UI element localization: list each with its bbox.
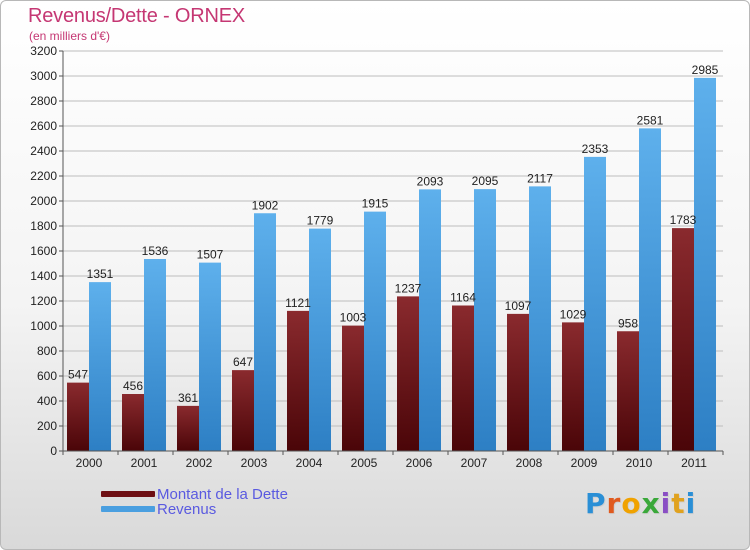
- x-tick-label: 2000: [76, 456, 103, 470]
- value-label-revenus-2011: 2985: [692, 63, 719, 77]
- y-tick-label: 2600: [30, 119, 57, 133]
- y-tick-label: 1000: [30, 319, 57, 333]
- legend-swatch-revenus: [101, 506, 155, 512]
- value-label-dette-2002: 361: [178, 391, 198, 405]
- value-label-revenus-2005: 1915: [362, 197, 389, 211]
- value-label-revenus-2003: 1902: [252, 198, 279, 212]
- bar-dette-2002: [177, 405, 199, 451]
- bar-revenus-2001: [144, 259, 166, 451]
- proxiti-logo: Proxiti: [585, 487, 696, 520]
- x-tick-label: 2004: [296, 456, 323, 470]
- value-label-dette-2006: 1237: [395, 281, 422, 295]
- bar-dette-2006: [397, 296, 419, 451]
- logo-letter: t: [671, 487, 686, 520]
- bar-dette-2000: [67, 382, 89, 451]
- value-label-dette-2009: 1029: [560, 307, 587, 321]
- bar-revenus-2004: [309, 228, 331, 451]
- x-tick-label: 2001: [131, 456, 158, 470]
- logo-letter: r: [606, 487, 622, 520]
- y-tick-label: 600: [37, 369, 57, 383]
- value-label-dette-2010: 958: [618, 316, 638, 330]
- y-tick-label: 3000: [30, 69, 57, 83]
- logo-letter: i: [685, 487, 697, 520]
- legend-label-dette: Montant de la Dette: [157, 486, 288, 503]
- x-tick-label: 2003: [241, 456, 268, 470]
- logo-letter: i: [660, 487, 672, 520]
- value-label-revenus-2007: 2095: [472, 174, 499, 188]
- value-label-revenus-2002: 1507: [197, 248, 224, 262]
- y-tick-label: 1400: [30, 269, 57, 283]
- bar-revenus-2009: [584, 156, 606, 451]
- y-tick-label: 0: [50, 444, 57, 458]
- bar-revenus-2008: [529, 186, 551, 451]
- value-label-dette-2008: 1097: [505, 299, 532, 313]
- x-tick-label: 2011: [681, 456, 707, 470]
- bars-layer: [67, 77, 716, 451]
- y-tick-label: 1600: [30, 244, 57, 258]
- y-tick-label: 800: [37, 344, 57, 358]
- y-tick-label: 3200: [30, 44, 57, 58]
- bar-revenus-2010: [639, 128, 661, 451]
- value-label-dette-2000: 547: [68, 368, 88, 382]
- legend-swatch-dette: [101, 491, 155, 497]
- x-tick-label: 2010: [626, 456, 653, 470]
- value-label-revenus-2010: 2581: [637, 113, 664, 127]
- value-label-dette-2001: 456: [123, 379, 143, 393]
- bar-dette-2009: [562, 322, 584, 451]
- axis-layer: 0 200 400 600 800 1000 1200 1400 1600 1800 2000 220…: [30, 44, 724, 470]
- logo-letter: o: [621, 487, 642, 520]
- bar-revenus-2003: [254, 213, 276, 451]
- x-tick-label: 2005: [351, 456, 378, 470]
- logo-letter: x: [641, 487, 661, 520]
- y-tick-label: 1200: [30, 294, 57, 308]
- legend-label-revenus: Revenus: [157, 501, 217, 518]
- bar-dette-2011: [672, 228, 694, 451]
- value-label-dette-2007: 1164: [450, 291, 476, 305]
- bar-dette-2008: [507, 313, 529, 451]
- chart-subtitle: (en milliers d'€): [29, 29, 110, 43]
- bar-revenus-2000: [89, 282, 111, 451]
- x-tick-label: 2007: [461, 456, 488, 470]
- bar-revenus-2002: [199, 262, 221, 451]
- bar-revenus-2006: [419, 189, 441, 451]
- bar-dette-2003: [232, 370, 254, 451]
- x-tick-label: 2006: [406, 456, 433, 470]
- value-label-revenus-2001: 1536: [142, 244, 169, 258]
- value-label-dette-2005: 1003: [340, 311, 367, 325]
- chart-title: Revenus/Dette - ORNEX: [28, 5, 245, 27]
- y-tick-label: 400: [37, 394, 57, 408]
- x-tick-label: 2009: [571, 456, 598, 470]
- bar-revenus-2011: [694, 77, 716, 451]
- bar-dette-2005: [342, 325, 364, 451]
- y-tick-label: 2000: [30, 194, 57, 208]
- value-label-dette-2011: 1783: [670, 213, 697, 227]
- x-tick-label: 2008: [516, 456, 543, 470]
- value-label-revenus-2004: 1779: [307, 214, 334, 228]
- bar-dette-2007: [452, 305, 474, 451]
- value-label-dette-2004: 1121: [285, 296, 311, 310]
- bar-revenus-2007: [474, 189, 496, 451]
- bar-dette-2001: [122, 394, 144, 451]
- bar-dette-2004: [287, 310, 309, 451]
- x-tick-label: 2002: [186, 456, 213, 470]
- labels-layer: 547 456 361 647 1121 1003 1237 1164 1097 1029 958 1…: [68, 63, 719, 405]
- value-label-revenus-2008: 2117: [527, 171, 553, 185]
- grid-layer: [63, 50, 723, 452]
- value-label-revenus-2000: 1351: [87, 267, 114, 281]
- y-tick-label: 200: [37, 419, 57, 433]
- y-tick-label: 2800: [30, 94, 57, 108]
- value-label-revenus-2006: 2093: [417, 174, 444, 188]
- y-tick-label: 2400: [30, 144, 57, 158]
- bar-revenus-2005: [364, 211, 386, 451]
- y-tick-label: 2200: [30, 169, 57, 183]
- value-label-revenus-2009: 2353: [582, 142, 609, 156]
- y-tick-label: 1800: [30, 219, 57, 233]
- logo-letter: P: [585, 487, 607, 520]
- bar-dette-2010: [617, 331, 639, 451]
- value-label-dette-2003: 647: [233, 355, 253, 369]
